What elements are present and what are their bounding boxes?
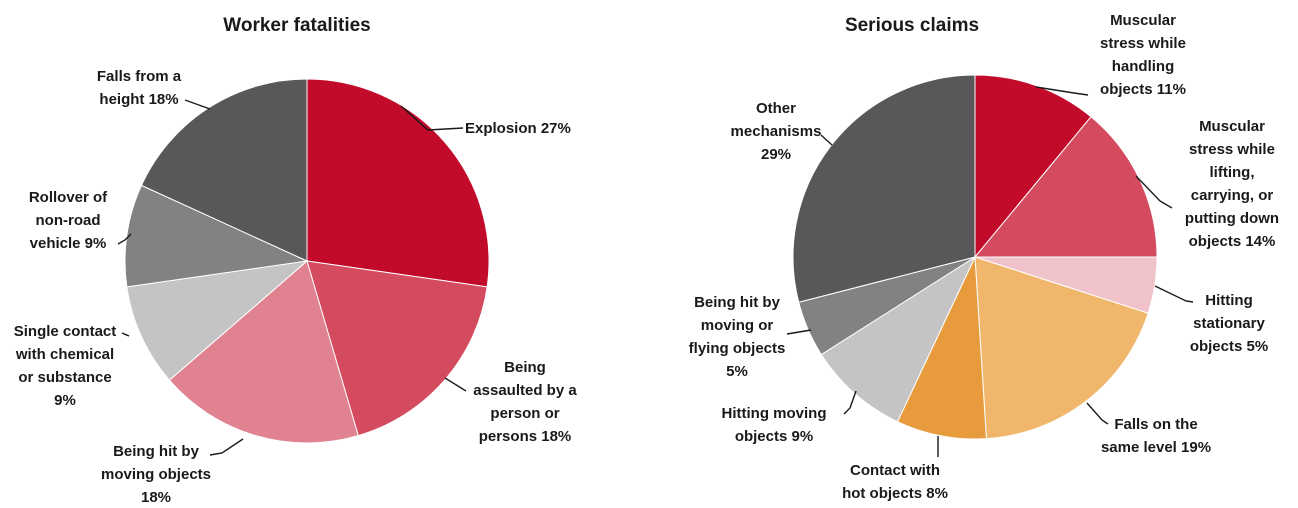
chart-title: Worker fatalities	[223, 15, 370, 36]
leader-line	[786, 329, 812, 335]
slice-label: Hitting stationary objects 5%	[1190, 292, 1268, 355]
chart-title: Serious claims	[845, 15, 979, 36]
leader-line	[184, 99, 211, 110]
pie-slice	[974, 74, 1092, 259]
slice-label: Being hit by moving or flying objects 5%	[689, 294, 786, 380]
pie-slice	[792, 74, 976, 303]
leader-line	[1035, 86, 1089, 96]
leader-line	[444, 377, 467, 392]
leader-line	[121, 332, 130, 337]
slice-label: Single contact with chemical or substance 9…	[14, 323, 117, 409]
pie-chart-1: Worker fatalities Explosion 27% Being assau…	[14, 15, 578, 506]
leader-line	[820, 134, 833, 146]
leader-line	[1154, 285, 1194, 303]
leader-line	[209, 438, 244, 456]
slice-label: Hitting moving objects 9%	[722, 405, 827, 445]
leader-line	[843, 390, 857, 415]
slice-label: Falls on the same level 19%	[1101, 416, 1211, 456]
leader-line	[117, 233, 132, 245]
slice-label: Contact with hot objects 8%	[842, 462, 948, 502]
leader-line	[400, 105, 464, 131]
leader-line	[1135, 175, 1173, 209]
pie-slice	[896, 256, 987, 440]
slice-label: Falls from a height 18%	[97, 68, 182, 108]
pie-chart-2: Serious claims Muscular stress while handli…	[689, 12, 1279, 502]
slice-label: Other mechanisms 29%	[731, 100, 822, 163]
slice-label: Muscular stress while lifting, carrying, or…	[1185, 118, 1279, 250]
slice-label: Muscular stress while handling objects 11%	[1100, 12, 1186, 98]
pie-slice	[306, 260, 488, 437]
leader-line	[1086, 402, 1109, 425]
pie-slice	[306, 78, 490, 288]
slice-label: Being hit by moving objects 18%	[101, 443, 211, 506]
pie-slice	[124, 184, 309, 288]
slice-label: Rollover of non-road vehicle 9%	[29, 189, 108, 252]
pie-slice	[168, 260, 359, 444]
slice-label: Being assaulted by a person or persons 18%	[473, 359, 577, 445]
pie-slice	[974, 256, 1149, 440]
slice-label: Explosion 27%	[465, 120, 571, 137]
pie-slice	[126, 260, 309, 381]
